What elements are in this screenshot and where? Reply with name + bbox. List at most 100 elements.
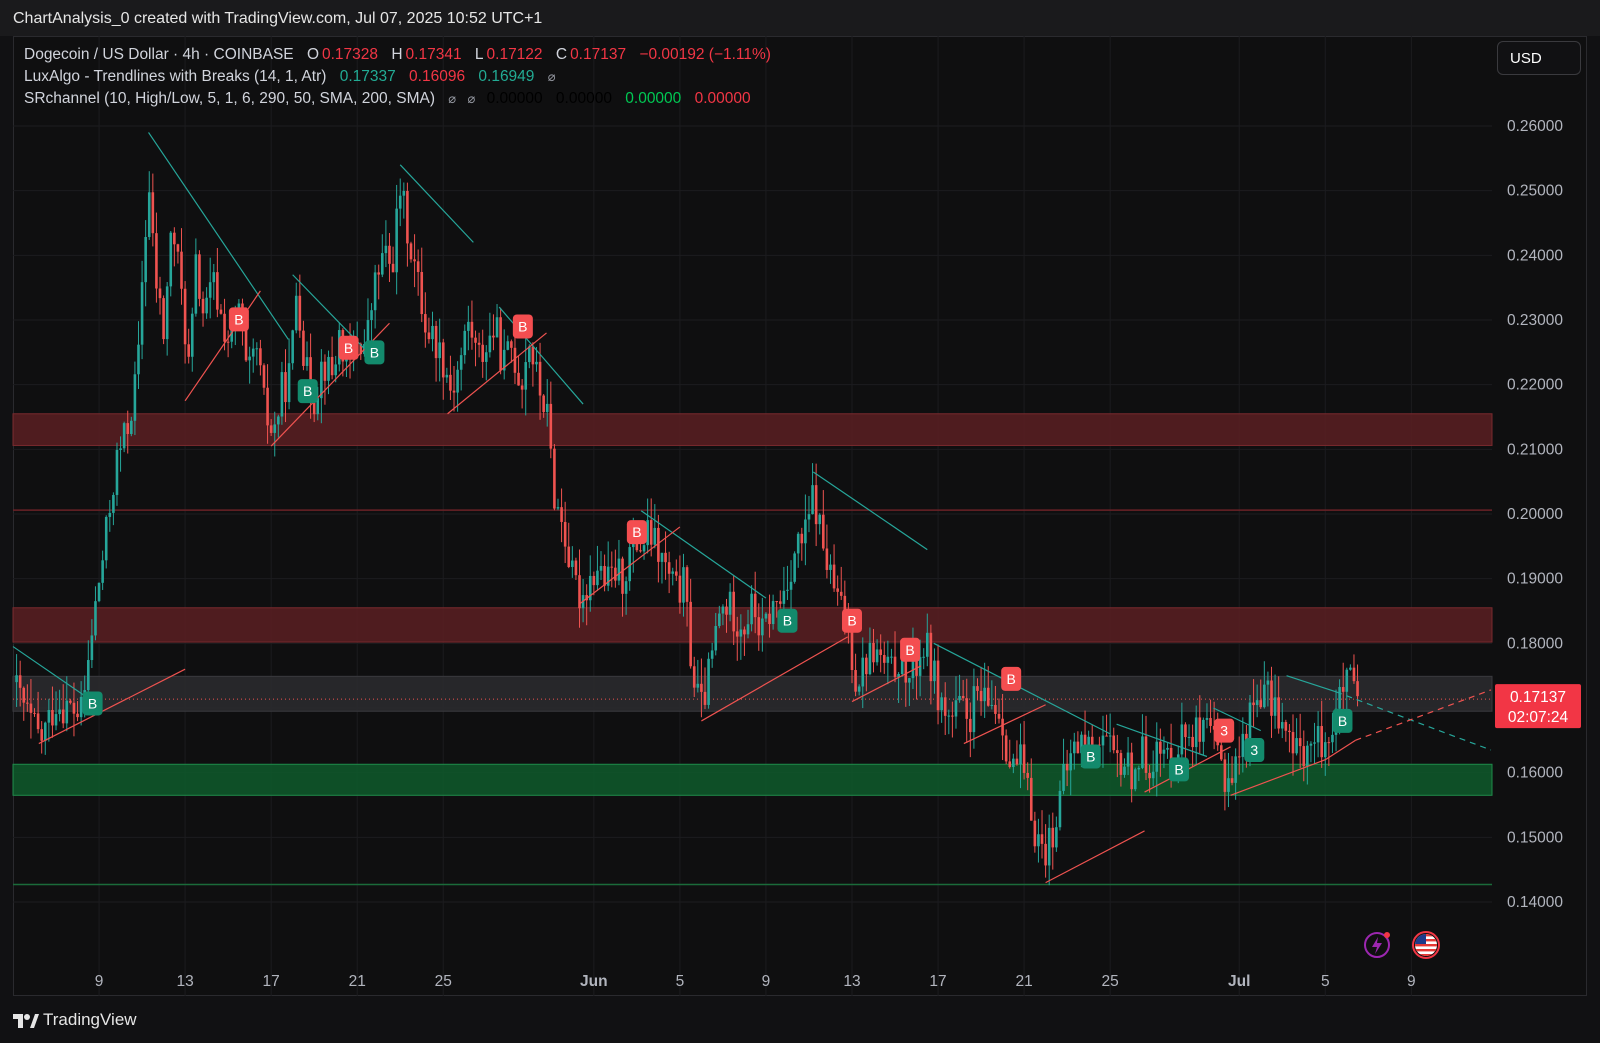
candle-body [112, 494, 115, 513]
legend-symbol-row: Dogecoin / US Dollar · 4h · COINBASE O 0.… [24, 46, 774, 64]
tradingview-logo-icon [13, 1014, 39, 1028]
candle-body [36, 713, 40, 730]
currency-button[interactable]: USD [1497, 41, 1581, 75]
candle-body [1180, 724, 1184, 755]
trendline-down-dashed [1335, 691, 1492, 751]
candle-body [714, 626, 718, 651]
candle-body [1116, 750, 1119, 754]
tradingview-logo[interactable]: TradingView [13, 1010, 137, 1030]
candle-body [467, 321, 470, 331]
candle-body [1259, 700, 1263, 708]
candle-body [309, 357, 312, 400]
buy-signal-badge[interactable] [1244, 738, 1265, 763]
candle-body [1277, 697, 1280, 729]
change-value: −0.00192 (−1.11%) [639, 46, 771, 63]
candle-body [158, 288, 162, 299]
buy-signal-badge[interactable] [297, 379, 318, 404]
chart-frame[interactable] [13, 36, 1587, 996]
sell-signal-badge[interactable] [841, 608, 862, 633]
candle-body [119, 448, 122, 450]
candle-body [879, 649, 882, 656]
candle-body [1194, 717, 1198, 748]
trendline-up [701, 636, 848, 722]
candle-body [839, 591, 843, 596]
x-tick-label: Jun [580, 973, 608, 990]
sell-signal-label: B [905, 642, 914, 658]
trendline-down [399, 164, 474, 243]
candle-body [789, 581, 793, 590]
candle-body [1019, 744, 1022, 765]
buy-signal-label: B [1174, 761, 1183, 777]
indicator1-name[interactable]: LuxAlgo - Trendlines with Breaks (14, 1,… [24, 68, 327, 85]
buy-signal-badge[interactable] [1080, 744, 1101, 769]
candle-body [578, 575, 581, 609]
candle-body [947, 715, 951, 717]
buy-signal-badge[interactable] [1168, 757, 1189, 782]
buy-signal-badge[interactable] [777, 608, 798, 633]
trendline-up [578, 526, 681, 606]
sell-signal-badge[interactable] [1214, 718, 1235, 743]
low-value: 0.17122 [486, 46, 543, 63]
sell-signal-label: B [518, 318, 527, 334]
candle-body [194, 254, 198, 314]
candle-body [330, 356, 334, 376]
indicator2-value-1: 0.00000 [486, 90, 543, 107]
candle-body [757, 617, 761, 636]
y-tick-label: 0.19000 [1507, 571, 1563, 588]
indicator2-value-2: 0.00000 [555, 90, 612, 107]
symbol-name[interactable]: Dogecoin / US Dollar · 4h · COINBASE [24, 46, 294, 63]
candle-body [1191, 736, 1194, 748]
candle-body [370, 310, 373, 321]
y-tick-label: 0.23000 [1507, 312, 1563, 329]
candle-body [488, 335, 492, 353]
trendline-up [851, 665, 922, 703]
candle-body [649, 520, 653, 545]
candle-body [1352, 667, 1356, 682]
candle-body [416, 261, 420, 273]
candle-body [312, 399, 316, 415]
candle-body [51, 709, 54, 726]
us-flag-icon[interactable] [1411, 930, 1441, 960]
y-tick-label: 0.21000 [1507, 441, 1563, 458]
candle-body [449, 374, 452, 391]
candle-body [761, 618, 764, 636]
candle-body [904, 646, 908, 683]
candle-body [1280, 722, 1284, 729]
candle-body [571, 560, 574, 567]
sell-signal-badge[interactable] [1001, 666, 1022, 691]
candle-body [660, 552, 664, 562]
candle-body [388, 245, 391, 264]
candle-body [130, 420, 133, 434]
indicator2-name[interactable]: SRchannel (10, High/Low, 5, 1, 6, 290, 5… [24, 90, 435, 107]
candle-body [1076, 741, 1080, 754]
buy-signal-badge[interactable] [82, 691, 103, 716]
indicator2-hidden-icon-1[interactable]: ⌀ [448, 91, 457, 106]
indicator1-hidden-icon[interactable]: ⌀ [547, 69, 556, 84]
candle-body [592, 575, 596, 586]
candle-body [753, 593, 757, 618]
sell-signal-badge[interactable] [512, 314, 533, 339]
candle-body [327, 356, 330, 381]
indicator2-hidden-icon-2[interactable]: ⌀ [467, 91, 476, 106]
candle-body [994, 704, 997, 714]
buy-signal-badge[interactable] [1332, 708, 1353, 733]
candle-body [556, 507, 560, 509]
candle-body [284, 372, 287, 403]
candle-body [951, 715, 954, 717]
candle-body [481, 344, 484, 362]
sell-signal-badge[interactable] [228, 307, 249, 332]
candle-body [703, 691, 707, 705]
candle-body [1123, 766, 1126, 775]
candle-body [269, 425, 273, 433]
candle-body [707, 658, 710, 705]
lightning-icon[interactable] [1362, 930, 1392, 960]
candle-body [101, 560, 104, 583]
sell-signal-badge[interactable] [900, 637, 921, 662]
sell-signal-badge[interactable] [626, 520, 647, 545]
candle-body [373, 272, 377, 311]
buy-signal-badge[interactable] [364, 340, 385, 365]
sell-signal-badge[interactable] [338, 335, 359, 360]
candle-body [696, 683, 700, 688]
candle-body [531, 346, 535, 365]
